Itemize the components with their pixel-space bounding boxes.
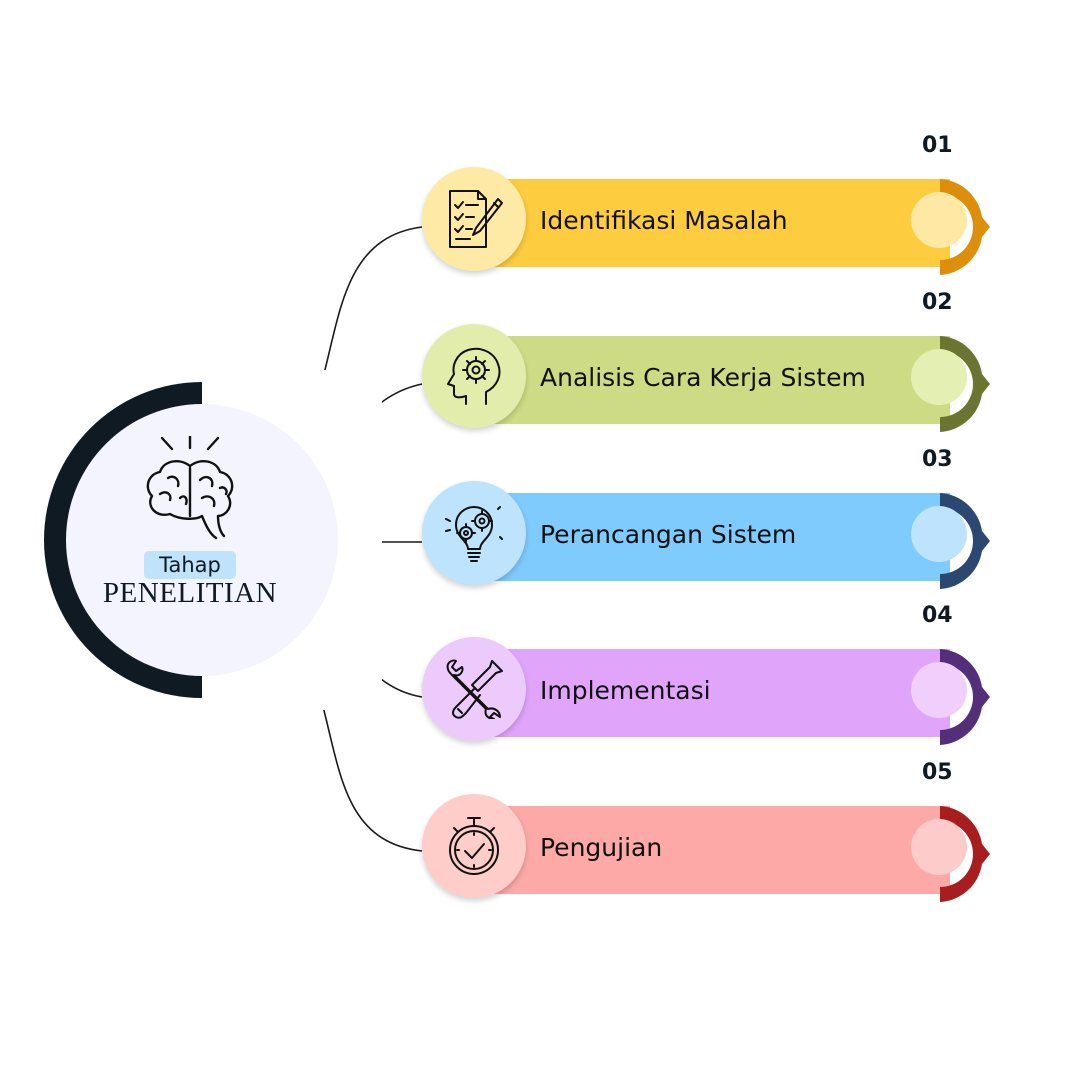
hub-title: PENELITIAN <box>102 577 278 609</box>
step-02: 02 Analisis Cara Kerja Sistem <box>420 290 1000 432</box>
step-number: 02 <box>922 290 953 315</box>
step-end-cap <box>940 179 990 275</box>
step-number: 05 <box>922 760 953 785</box>
step-end-cap <box>940 806 990 902</box>
step-knob <box>911 506 967 562</box>
step-bar <box>480 493 950 581</box>
step-icon-circle <box>422 481 526 585</box>
step-knob <box>911 192 967 248</box>
step-bar <box>480 649 950 737</box>
step-label: Perancangan Sistem <box>540 520 797 549</box>
lightbulb-gears-icon <box>445 506 503 562</box>
step-bar <box>480 806 950 894</box>
step-icon-circle <box>422 794 526 898</box>
step-label: Implementasi <box>540 676 711 705</box>
hub-disc <box>66 404 338 676</box>
step-04: 04 Implementasi <box>420 603 1000 745</box>
hub-tag: Tahap <box>144 551 236 579</box>
step-end-cap <box>940 493 990 589</box>
step-label: Pengujian <box>540 833 663 862</box>
step-icon-circle <box>422 324 526 428</box>
step-number: 04 <box>922 603 953 628</box>
step-knob <box>911 819 967 875</box>
head-gear-icon <box>447 347 501 405</box>
step-03: 03 Perancangan Sistem <box>420 447 1000 589</box>
wrench-screwdriver-icon <box>446 659 503 719</box>
step-bar <box>480 179 950 267</box>
brain-icon <box>146 436 234 540</box>
step-end-cap <box>940 649 990 745</box>
step-end-cap <box>940 336 990 432</box>
step-icon-circle <box>422 637 526 741</box>
step-01: 01 Identifikasi Masalah <box>420 133 1000 275</box>
step-bar <box>480 336 950 424</box>
step-knob <box>911 349 967 405</box>
step-knob <box>911 662 967 718</box>
step-05: 05 Pengujian <box>420 760 1000 902</box>
step-label: Analisis Cara Kerja Sistem <box>540 363 866 392</box>
step-number: 03 <box>922 447 953 472</box>
stopwatch-check-icon <box>449 817 499 875</box>
step-label: Identifikasi Masalah <box>540 206 788 235</box>
checklist-pencil-icon <box>449 190 503 248</box>
step-icon-circle <box>422 167 526 271</box>
step-number: 01 <box>922 133 953 158</box>
